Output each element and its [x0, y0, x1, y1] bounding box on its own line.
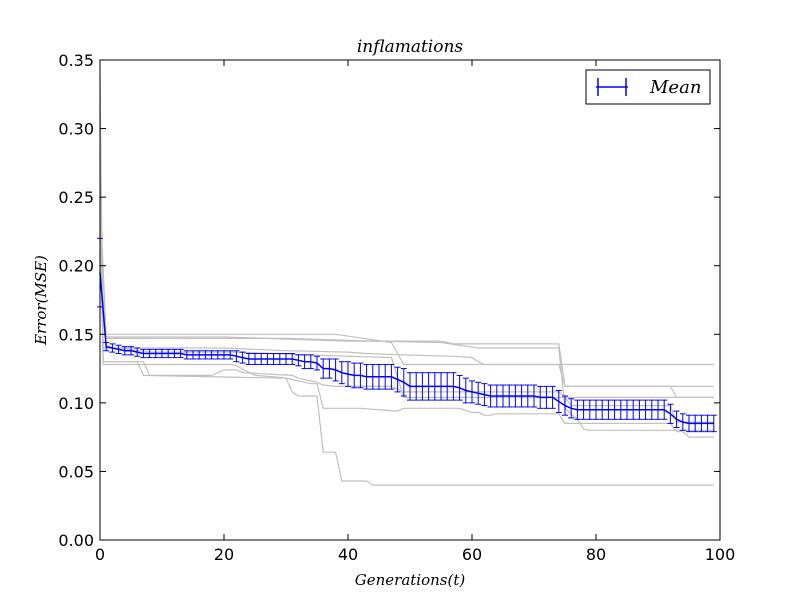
mean-series — [97, 237, 717, 433]
y-tick-label: 0.15 — [58, 325, 94, 344]
x-tick-label: 60 — [462, 545, 482, 564]
run-line-2 — [99, 155, 714, 438]
run-line-8 — [99, 210, 714, 431]
plot-frame — [99, 59, 721, 541]
run-lines — [99, 73, 714, 486]
y-tick-label: 0.00 — [58, 531, 94, 550]
legend: Mean — [585, 69, 711, 105]
ticks: 0 20 40 60 80 100 0.00 0.05 0.10 0.15 0.20 0.25 0.30… — [58, 51, 735, 564]
y-tick-label: 0.20 — [58, 257, 94, 276]
axes — [99, 59, 721, 541]
run-line-6 — [99, 238, 714, 398]
y-tick-label: 0.30 — [58, 120, 94, 139]
x-axis-label: Generations(t) — [355, 571, 466, 589]
legend-label-mean: Mean — [649, 77, 701, 98]
run-line-3 — [99, 128, 714, 486]
x-tick-label: 0 — [95, 545, 105, 564]
run-line-7 — [99, 197, 714, 387]
x-tick-label: 80 — [586, 545, 606, 564]
mean-line — [99, 272, 714, 425]
y-tick-label: 0.10 — [58, 394, 94, 413]
run-line-1 — [99, 73, 714, 398]
x-tick-label: 20 — [214, 545, 234, 564]
legend-handle-mean — [596, 78, 628, 96]
y-axis-label: Error(MSE) — [32, 255, 50, 346]
run-line-5 — [99, 114, 714, 423]
y-tick-label: 0.05 — [58, 462, 94, 481]
x-tick-label: 100 — [705, 545, 736, 564]
chart-title: inflamations — [357, 37, 464, 57]
x-tick-label: 40 — [338, 545, 358, 564]
y-tick-label: 0.25 — [58, 188, 94, 207]
y-tick-label: 0.35 — [58, 51, 94, 70]
run-line-4 — [99, 265, 714, 366]
